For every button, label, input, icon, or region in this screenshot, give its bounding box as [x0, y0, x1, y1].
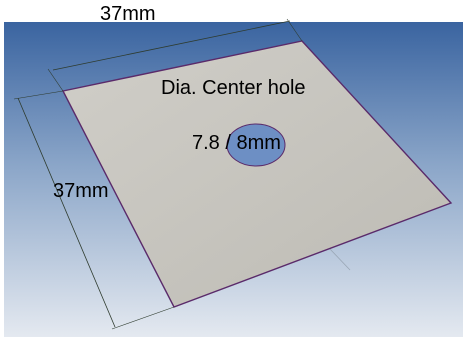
- hole-title-label: Dia. Center hole: [161, 77, 306, 99]
- top-dimension-line: [52, 20, 291, 71]
- center-hole: [226, 123, 286, 167]
- left-extension-top: [13, 90, 64, 100]
- left-dimension-label: 37mm: [53, 180, 109, 202]
- hole-dimension-label: 7.8 / 8mm: [192, 132, 281, 154]
- top-extension-right: [286, 18, 303, 42]
- left-dimension-line: [17, 97, 116, 328]
- top-extension-left: [47, 68, 64, 92]
- top-dimension-label: 37mm: [100, 3, 156, 25]
- left-extension-bottom: [111, 306, 175, 330]
- square-plate: [61, 40, 453, 308]
